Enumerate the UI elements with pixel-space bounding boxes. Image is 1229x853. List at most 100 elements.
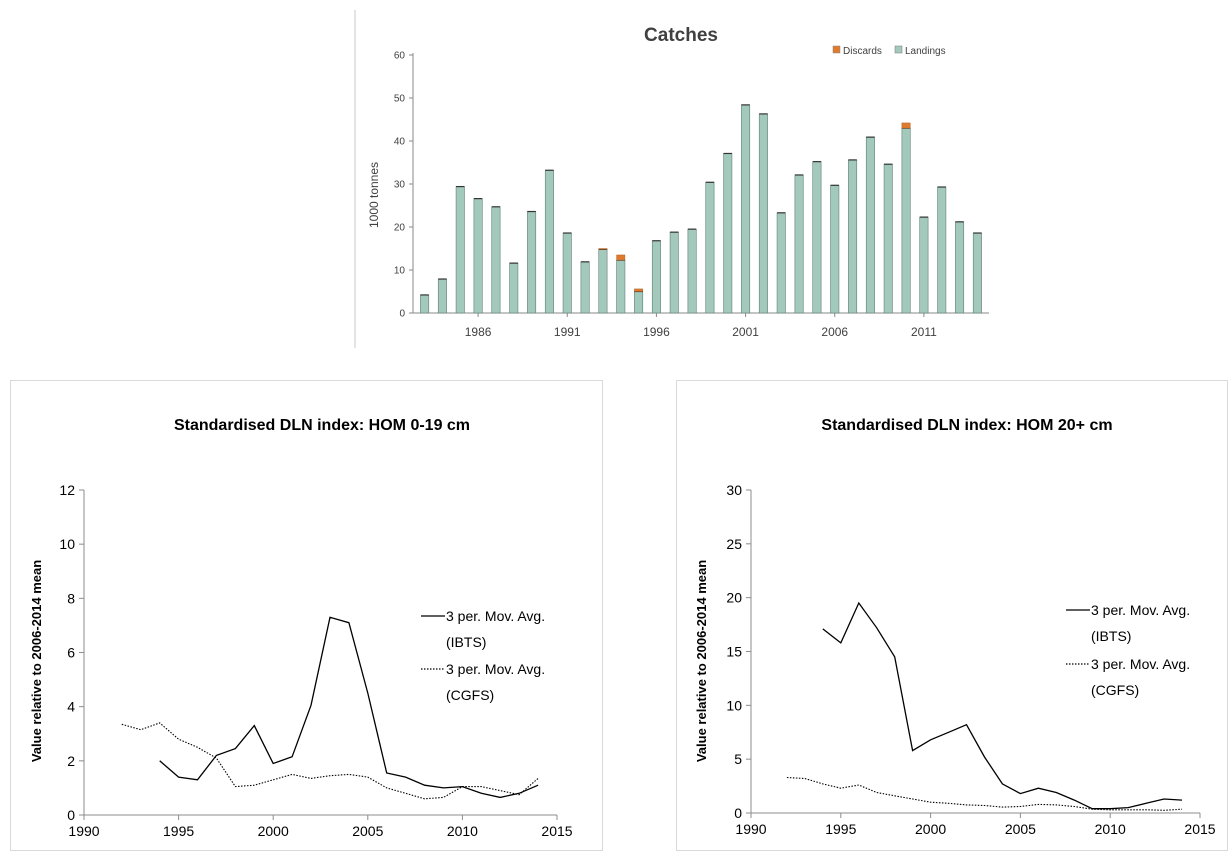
legend-label-ibts: 3 per. Mov. Avg. (IBTS) (1091, 602, 1190, 644)
landings-bar (527, 211, 537, 314)
landings-bar (651, 240, 661, 314)
landings-bar (776, 212, 786, 314)
x-tick-label: 2015 (541, 823, 572, 839)
catches-x-tick-label: 2011 (911, 325, 937, 339)
series-line-cgfs (786, 776, 1183, 811)
y-tick-label: 12 (59, 482, 75, 498)
landings-bar (812, 161, 822, 314)
x-tick-label: 2010 (447, 823, 478, 839)
landings-bar (562, 232, 572, 314)
landings-bar (741, 104, 751, 314)
landings-bar (865, 136, 875, 314)
catches-y-tick-label: 60 (394, 51, 406, 62)
x-tick-label: 1990 (68, 823, 99, 839)
legend-label-cgfs: 3 per. Mov. Avg. (CGFS) (1091, 656, 1190, 698)
catches-x-tick-label: 2001 (732, 325, 759, 339)
landings-bar (616, 259, 626, 314)
legend-swatch-landings (894, 45, 903, 54)
index-0-19-title: Standardised DLN index: HOM 0-19 cm (174, 417, 470, 434)
x-tick-label: 1995 (825, 821, 856, 837)
landings-bar (937, 186, 947, 314)
y-tick-label: 2 (67, 753, 75, 769)
legend-label-cgfs: 3 per. Mov. Avg. (CGFS) (446, 661, 545, 703)
series-line-cgfs (121, 722, 539, 800)
discards-bar (634, 288, 643, 292)
y-tick-label: 0 (67, 807, 75, 823)
legend-label-ibts: 3 per. Mov. Avg. (IBTS) (446, 608, 545, 650)
index-0-19-chart: Standardised DLN index: HOM 0-19 cm Valu… (10, 380, 603, 851)
landings-bar (955, 221, 965, 314)
y-tick-label: 0 (734, 805, 742, 821)
index-20plus-chart: Standardised DLN index: HOM 20+ cm Value… (676, 380, 1228, 851)
x-tick-label: 2015 (1184, 821, 1215, 837)
discards-bar (598, 248, 608, 250)
landings-bar (598, 249, 608, 314)
landings-bar (580, 261, 590, 314)
discards-bar (616, 254, 626, 261)
catches-bars (420, 104, 982, 314)
landings-bar (420, 294, 430, 314)
landings-bar (705, 181, 715, 314)
x-tick-label: 2000 (258, 823, 289, 839)
y-tick-label: 15 (726, 644, 742, 660)
legend-label-landings: Landings (905, 46, 946, 57)
index-20plus-legend: 3 per. Mov. Avg. (IBTS) 3 per. Mov. Avg.(… (1066, 602, 1190, 698)
landings-bar (723, 153, 733, 314)
landings-bar (883, 163, 893, 314)
series-line-ibts (822, 601, 1183, 810)
discards-bar (901, 122, 911, 129)
catches-x-tick-label: 2006 (821, 325, 848, 339)
landings-bar (437, 278, 447, 314)
landings-bar (669, 231, 679, 314)
catches-x-tick-label: 1986 (465, 325, 492, 339)
landings-bar (687, 228, 697, 314)
legend-label-discards: Discards (843, 46, 882, 57)
index-20plus-lines (786, 601, 1183, 811)
x-tick-label: 1990 (735, 821, 766, 837)
x-tick-label: 1995 (163, 823, 194, 839)
index-0-19-legend: 3 per. Mov. Avg. (IBTS) 3 per. Mov. Avg.(… (421, 608, 545, 703)
y-tick-label: 20 (726, 590, 742, 606)
catches-legend: Discards Landings (832, 45, 946, 57)
x-tick-label: 2000 (915, 821, 946, 837)
landings-bar (972, 232, 982, 314)
index-0-19-lines (121, 616, 539, 800)
catches-y-tick-label: 30 (394, 180, 406, 191)
index-20plus-title: Standardised DLN index: HOM 20+ cm (821, 417, 1112, 434)
index-0-19-ylabel: Value relative to 2006-2014 mean (29, 560, 44, 762)
y-tick-label: 10 (726, 697, 742, 713)
landings-bar (634, 291, 644, 314)
catches-x-tick-label: 1996 (643, 325, 670, 339)
x-tick-label: 2005 (352, 823, 383, 839)
catches-ylabel: 1000 tonnes (367, 162, 381, 228)
catches-chart: Catches 1000 tonnes Discards Landings 0 1… (367, 25, 989, 339)
index-0-19-axes: 0 2 4 6 8 10 12 1990 1995 2000 2005 2010 2015 (59, 482, 572, 839)
index-0-19-frame (10, 380, 603, 851)
landings-bar (509, 262, 519, 314)
y-tick-label: 5 (734, 751, 742, 767)
catches-y-tick-label: 40 (394, 137, 406, 148)
landings-bar (830, 184, 840, 314)
catches-y-tick-label: 10 (394, 266, 406, 277)
y-tick-label: 10 (59, 536, 75, 552)
y-tick-label: 25 (726, 536, 742, 552)
landings-bar (544, 169, 554, 314)
index-20plus-frame (676, 380, 1228, 851)
catches-x-tick-label: 1991 (554, 325, 581, 339)
landings-bar (794, 174, 804, 314)
catches-y-tick-label: 20 (394, 223, 406, 234)
y-tick-label: 30 (726, 482, 742, 498)
index-20plus-ylabel: Value relative to 2006-2014 mean (694, 560, 709, 762)
y-tick-label: 4 (67, 699, 75, 715)
index-20plus-axes: 0 5 10 15 20 25 30 1990 1995 2000 2005 2010 2015 (726, 482, 1215, 837)
y-tick-label: 8 (67, 590, 75, 606)
landings-bar (455, 186, 465, 314)
landings-bar (901, 127, 911, 314)
catches-y-tick-label: 50 (394, 94, 406, 105)
catches-axes: 0 10 20 30 40 50 60 1986 1991 1996 2001 2006 2011 (394, 51, 989, 339)
x-tick-label: 2005 (1005, 821, 1036, 837)
catches-title: Catches (644, 25, 718, 46)
landings-bar (919, 216, 929, 314)
catches-y-tick-label: 0 (399, 309, 405, 320)
